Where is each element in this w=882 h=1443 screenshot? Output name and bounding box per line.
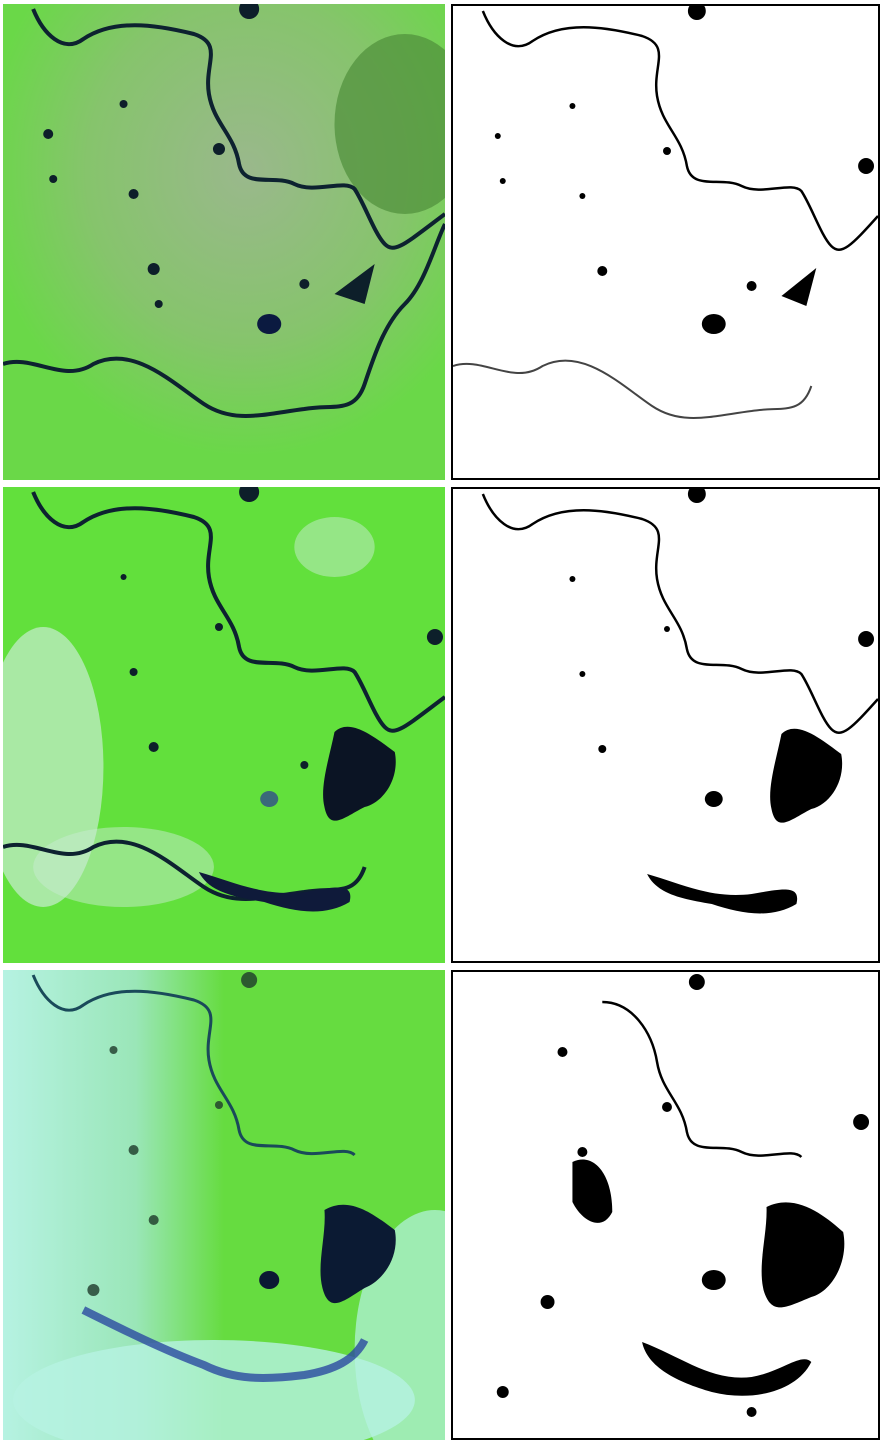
satellite-image-row-3 (3, 970, 445, 1440)
water-mask-row-1 (451, 4, 880, 480)
satellite-image-row-1 (3, 4, 445, 480)
water-mask-row-2 (451, 487, 880, 963)
satellite-image-row-2 (3, 487, 445, 963)
water-mask-row-3 (451, 970, 880, 1440)
